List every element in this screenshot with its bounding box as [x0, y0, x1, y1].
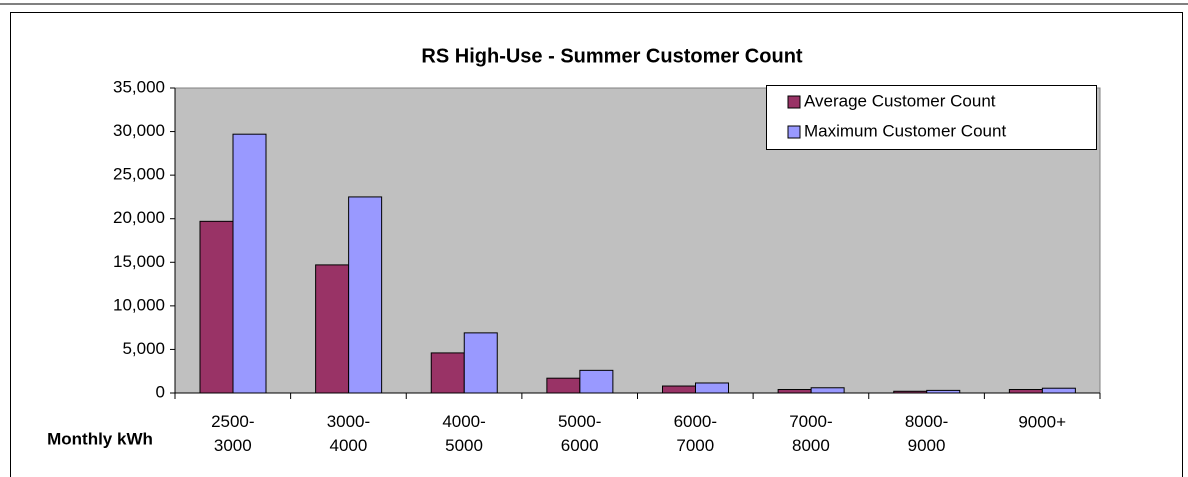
bar: [777, 389, 812, 394]
chart-title: RS High-Use - Summer Customer Count: [421, 45, 802, 67]
x-axis-label: Monthly kWh: [47, 429, 153, 448]
bar: [199, 220, 234, 394]
legend-label: Average Customer Count: [804, 91, 996, 110]
x-tick-label: 9000+: [1018, 412, 1066, 431]
legend-box: [766, 85, 1097, 150]
bar: [1041, 387, 1076, 394]
x-tick-label: 6000-7000: [674, 412, 717, 455]
bar: [810, 387, 845, 394]
bar: [579, 369, 614, 394]
y-tick-label: 0: [156, 382, 165, 401]
y-tick-label: 30,000: [113, 121, 165, 140]
x-tick-label: 3000-4000: [327, 412, 370, 455]
bar: [1008, 389, 1043, 394]
y-tick-label: 35,000: [113, 77, 165, 96]
x-tick-label: 7000-8000: [789, 412, 832, 455]
bar: [662, 385, 696, 394]
x-tick-label: 4000-5000: [442, 412, 485, 455]
bar: [232, 133, 267, 394]
bar: [695, 382, 729, 394]
x-tick-label: 5000-6000: [558, 412, 601, 455]
bar: [430, 352, 465, 394]
y-tick-label: 10,000: [113, 295, 165, 314]
y-tick-label: 5,000: [122, 339, 165, 358]
legend-swatch: [787, 95, 801, 109]
legend-swatch: [787, 125, 801, 139]
y-tick-label: 20,000: [113, 208, 165, 227]
bar: [463, 332, 498, 394]
bar: [546, 377, 581, 394]
bar: [348, 196, 383, 394]
y-tick-label: 15,000: [113, 252, 165, 271]
x-tick-label: 8000-9000: [905, 412, 948, 455]
x-tick-label: 2500-3000: [211, 412, 254, 455]
legend-label: Maximum Customer Count: [804, 121, 1006, 140]
y-tick-label: 25,000: [113, 165, 165, 184]
bar: [315, 264, 350, 394]
